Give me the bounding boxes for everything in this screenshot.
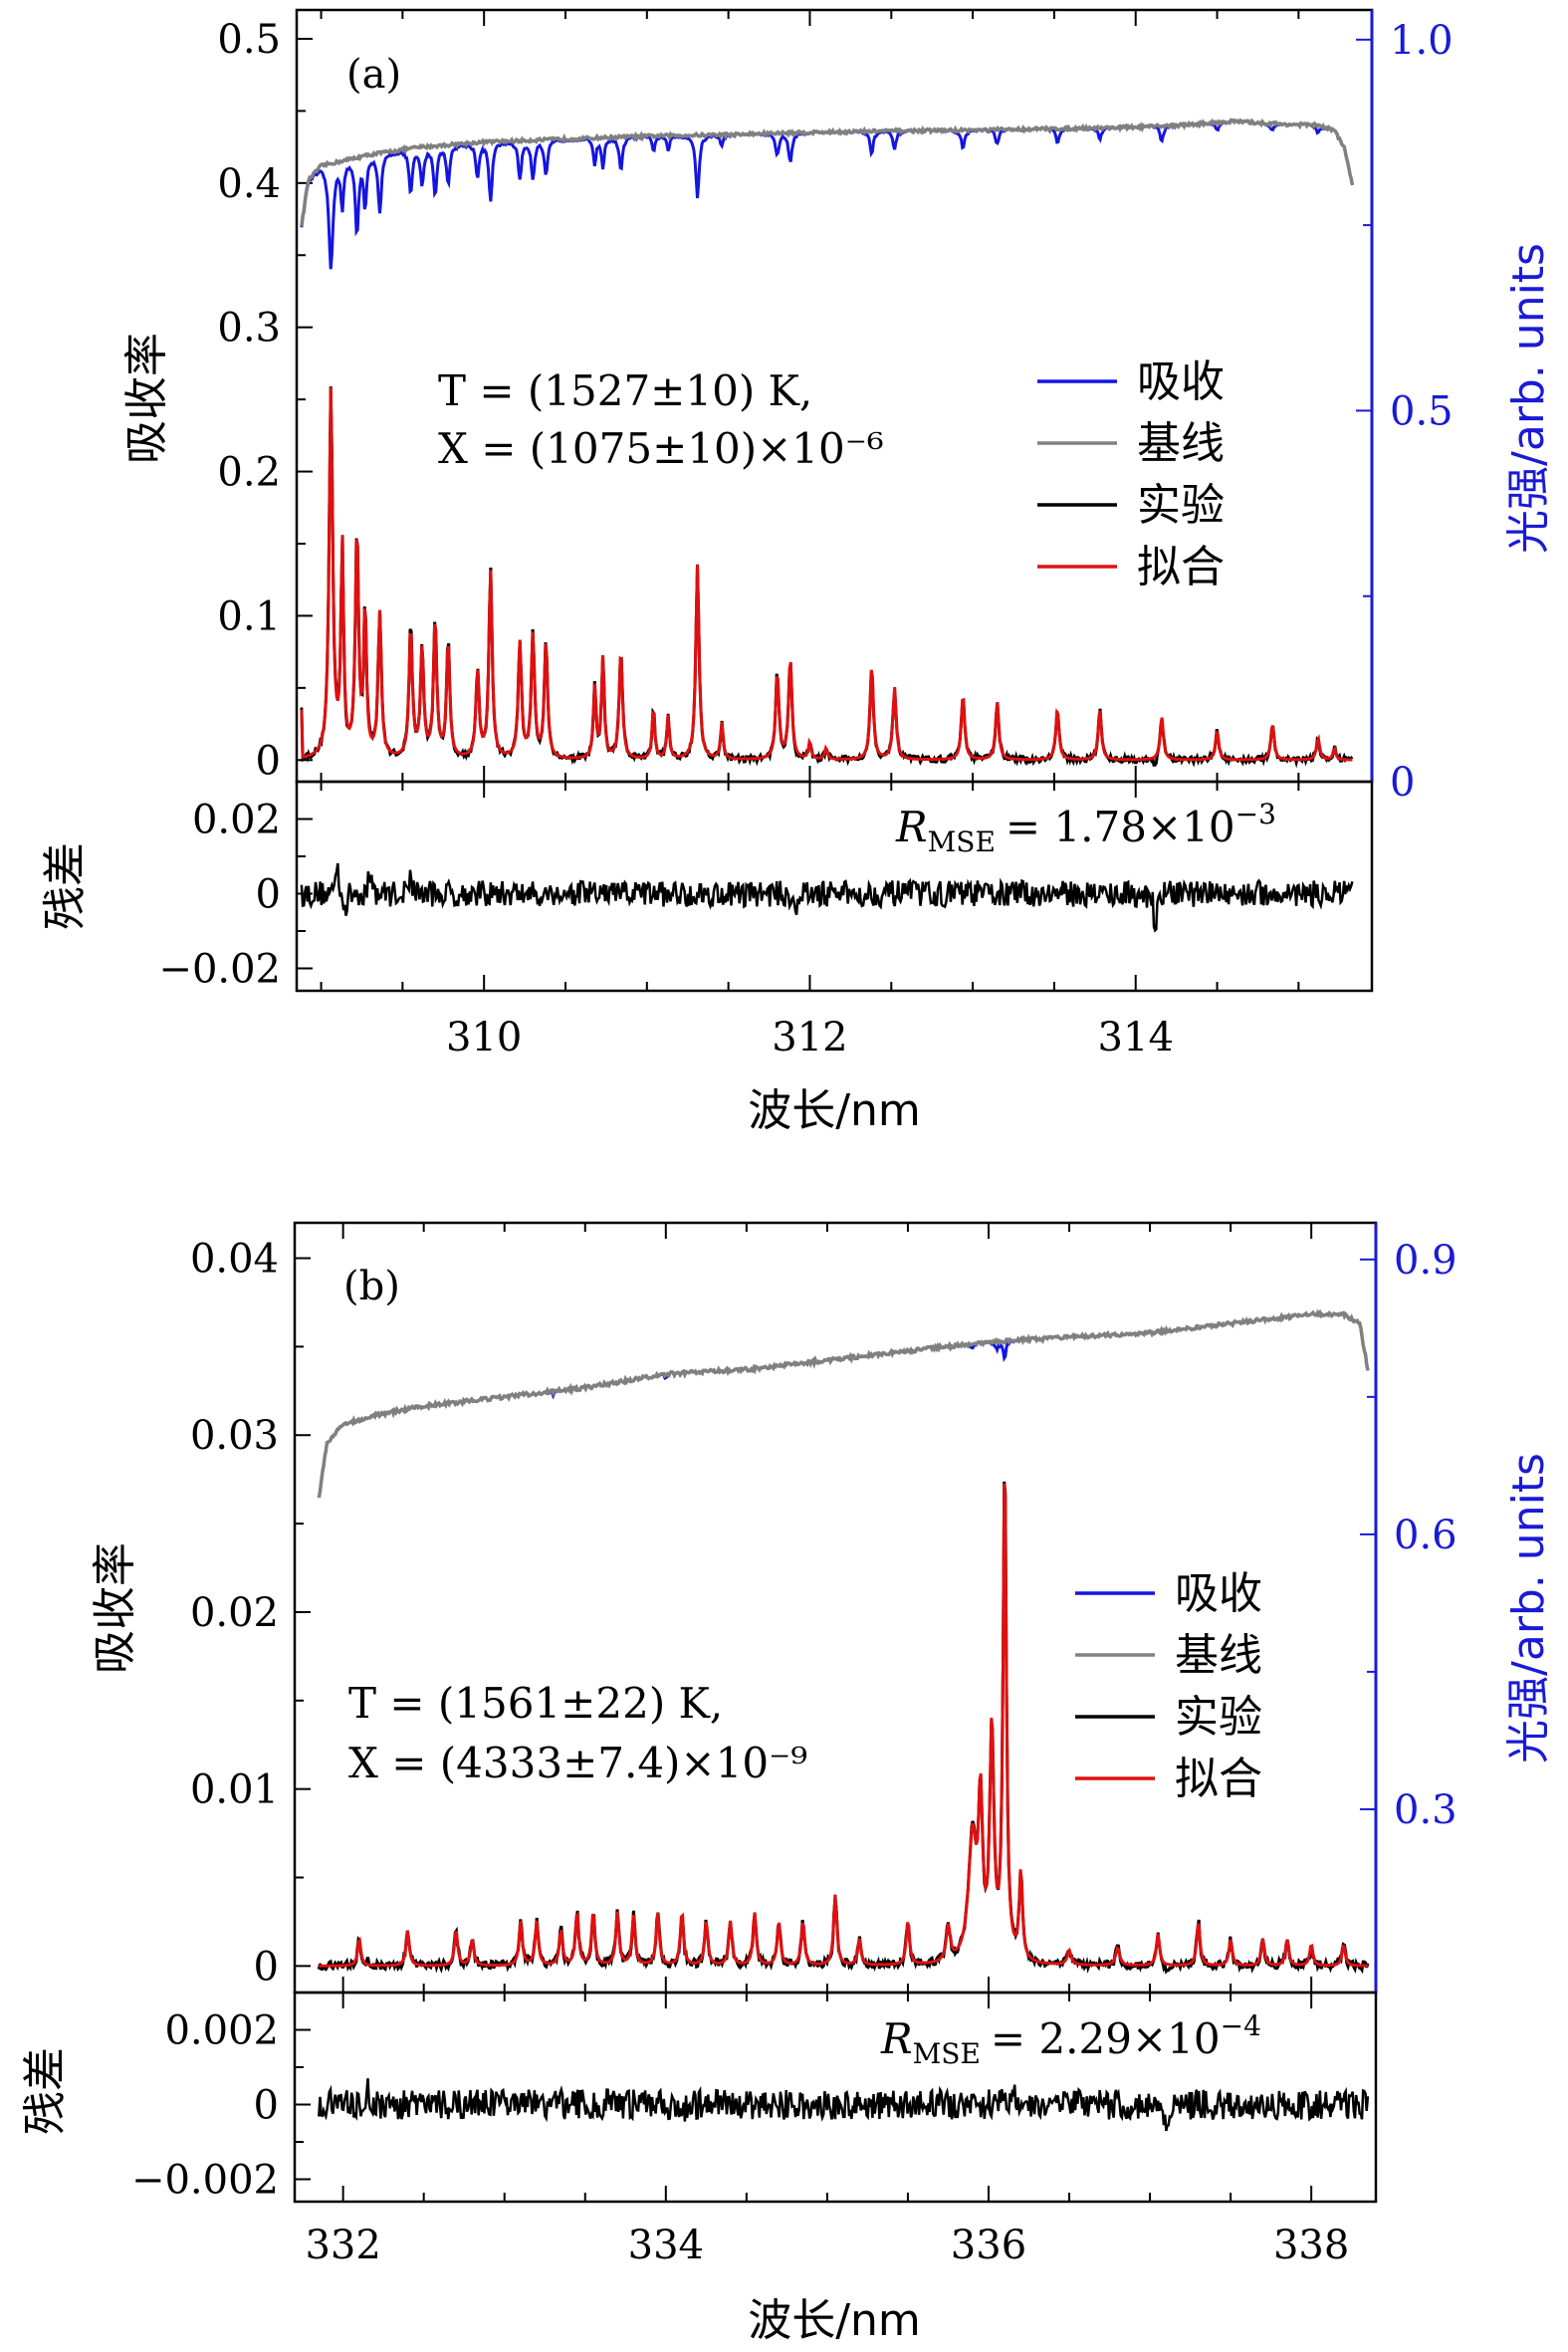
panel-b-ylabel: 吸收率 [90, 1542, 140, 1674]
x-tick-label: 336 [951, 2223, 1026, 2268]
panel-b-residual-ticks [295, 1993, 1313, 2202]
panel-a-rmse-symbol: R [895, 803, 928, 851]
x-tick-label: 314 [1098, 1015, 1174, 1060]
legend-label: 实验 [1137, 480, 1225, 531]
panel-a-annotation-temperature: T = (1527±10) K, [438, 366, 812, 415]
panel-a-label: (a) [346, 52, 401, 98]
residual-line [300, 862, 1354, 933]
panel-b-rmse-subscript: MSE [913, 2037, 981, 2070]
y-tick-label: 0.3 [217, 306, 281, 352]
y-tick-label: 0.04 [190, 1237, 279, 1283]
panel-b-top-plot: 0 0.01 0.02 0.03 0.04 0.3 0.6 0.9 (b) 吸收率 光强/ar… [90, 1221, 1554, 1995]
panel-b-rmse-symbol: R [880, 2014, 913, 2063]
panel-a-annotation-concentration: X = (1075±10)×10⁻⁶ [438, 424, 884, 473]
legend-label: 基线 [1175, 1630, 1262, 1681]
panel-b: 0 0.01 0.02 0.03 0.04 0.3 0.6 0.9 (b) 吸收率 光强/ar… [20, 1221, 1554, 2346]
panel-a-residual-series [300, 862, 1354, 933]
panel-b-residual-plot: 332 334 336 338 −0.002 0 0.002 残差 RMSE = 2.29×1… [20, 1991, 1378, 2346]
y-tick-label: 0.1 [217, 593, 281, 639]
y-tick-label: 0 [256, 738, 281, 784]
panel-a-top-tick-labels: 0 0.1 0.2 0.3 0.4 0.5 0 0.5 1.0 [217, 17, 1453, 806]
y2-tick-label: 0.9 [1394, 1238, 1457, 1284]
residual-y-tick-label: 0 [256, 872, 281, 918]
y2-tick-label: 0.5 [1390, 388, 1454, 434]
y-tick-label: 0.03 [190, 1413, 279, 1459]
panel-a-rmse-exponent: −3 [1235, 798, 1276, 830]
panel-a-rmse: RMSE = 1.78×10−3 [895, 798, 1276, 858]
panel-a-rmse-value: = 1.78×10 [1006, 803, 1235, 851]
series-fit-line [300, 387, 1353, 762]
legend-label: 基线 [1137, 418, 1225, 469]
x-tick-label: 312 [772, 1015, 847, 1060]
panel-b-residual-series [318, 2078, 1370, 2132]
residual-y-tick-label: 0.002 [164, 2008, 279, 2054]
y-tick-label: 0 [254, 1944, 279, 1990]
x-tick-label: 338 [1273, 2223, 1349, 2268]
panel-b-residual-tick-labels: 332 334 336 338 −0.002 0 0.002 [131, 2008, 1349, 2269]
panel-b-residual-ylabel: 残差 [20, 2047, 71, 2135]
x-tick-label: 310 [446, 1015, 522, 1060]
x-tick-label: 334 [628, 2223, 704, 2268]
legend-label: 吸收 [1175, 1568, 1262, 1619]
panel-a-y2label: 光强/arb. units [1503, 243, 1554, 554]
residual-line [318, 2078, 1370, 2132]
y-tick-label: 0.2 [217, 450, 281, 496]
panel-a-top-series [300, 118, 1355, 769]
panel-a-residual-plot: 310 312 314 −0.02 0 0.02 残差 RMSE = 1.78×10−3 波… [40, 780, 1374, 1136]
series-experiment-line [317, 1481, 1370, 1975]
panel-b-label: (b) [343, 1264, 400, 1309]
panel-a-residual-tick-labels: 310 312 314 −0.02 0 0.02 [158, 798, 1173, 1061]
panel-a-ylabel: 吸收率 [121, 333, 172, 464]
panel-b-y2label: 光强/arb. units [1503, 1453, 1554, 1764]
panel-a-residual-ticks [297, 782, 1300, 991]
y-tick-label: 0.01 [190, 1767, 279, 1813]
panel-b-residual-frame [293, 1991, 1378, 2204]
series-baseline-line [300, 118, 1355, 227]
panel-a-residual-ylabel: 残差 [40, 842, 91, 930]
panel-b-rmse-value: = 2.29×10 [991, 2014, 1221, 2063]
y2-tick-label: 0.3 [1394, 1787, 1457, 1833]
panel-b-top-series [317, 1308, 1370, 1975]
legend-label: 吸收 [1137, 356, 1225, 407]
panel-b-annotation-concentration: X = (4333±7.4)×10⁻⁹ [348, 1739, 807, 1787]
series-absorption-line [317, 1309, 1370, 1499]
series-baseline-line [317, 1308, 1370, 1499]
panel-b-rmse: RMSE = 2.29×10−4 [880, 2009, 1261, 2070]
panel-b-rmse-exponent: −4 [1221, 2009, 1261, 2042]
y-tick-label: 0.5 [217, 17, 281, 63]
y2-tick-label: 0 [1390, 760, 1415, 806]
series-fit-line [319, 1483, 1368, 1968]
y2-tick-label: 0.6 [1394, 1513, 1457, 1558]
panel-b-xlabel: 波长/nm [748, 2295, 921, 2346]
y-tick-label: 0.02 [190, 1590, 279, 1636]
legend-label: 拟合 [1175, 1754, 1262, 1804]
panel-a: 0 0.1 0.2 0.3 0.4 0.5 0 0.5 1.0 (a) 吸收率 光强/arb. … [40, 8, 1554, 1136]
panel-a-rmse-subscript: MSE [928, 825, 996, 858]
panel-a-top-plot: 0 0.1 0.2 0.3 0.4 0.5 0 0.5 1.0 (a) 吸收率 光强/arb. … [121, 8, 1554, 806]
y-tick-label: 0.4 [217, 161, 281, 207]
residual-y-tick-label: −0.002 [131, 2158, 279, 2204]
panel-b-annotation-temperature: T = (1561±22) K, [348, 1679, 723, 1728]
y2-tick-label: 1.0 [1390, 18, 1454, 64]
x-tick-label: 332 [305, 2223, 380, 2268]
residual-y-tick-label: −0.02 [158, 947, 281, 993]
legend-label: 实验 [1175, 1692, 1262, 1743]
panel-b-top-tick-labels: 0 0.01 0.02 0.03 0.04 0.3 0.6 0.9 [190, 1237, 1457, 1991]
panel-a-residual-frame [295, 780, 1374, 993]
residual-y-tick-label: 0 [254, 2083, 279, 2129]
legend-label: 拟合 [1137, 542, 1225, 592]
panel-a-xlabel: 波长/nm [748, 1085, 921, 1136]
residual-y-tick-label: 0.02 [192, 798, 281, 843]
